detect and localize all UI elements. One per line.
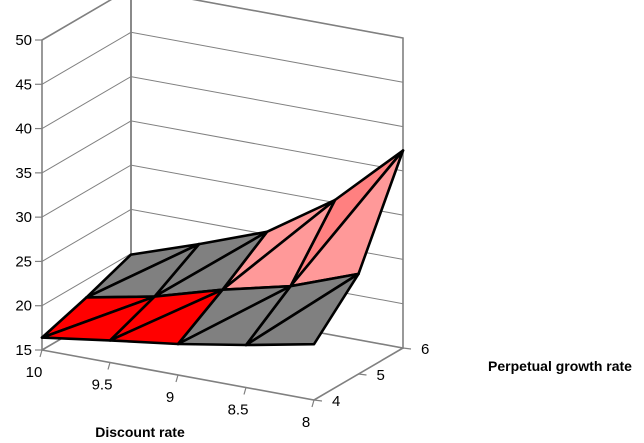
z-tick-label: 15 xyxy=(15,342,32,359)
surface-facet xyxy=(40,295,156,342)
gridline xyxy=(41,31,404,85)
x-tick-mark xyxy=(243,387,247,395)
y-axis-title: Perpetual growth rate xyxy=(488,358,632,374)
x-tick-label: 8 xyxy=(302,414,310,431)
y-tick-label: 4 xyxy=(332,393,340,410)
x-tick-label: 9.5 xyxy=(92,377,113,394)
y-tick-mark xyxy=(358,373,367,376)
y-tick-label: 6 xyxy=(421,341,429,358)
gridline xyxy=(41,120,404,174)
x-tick-mark xyxy=(39,349,43,358)
y-tick-mark xyxy=(402,347,412,350)
surface-facet xyxy=(108,288,224,346)
z-tick-label: 35 xyxy=(15,165,32,182)
x-tick-mark xyxy=(107,362,111,370)
z-tick-label: 45 xyxy=(15,76,32,93)
z-tick-label: 50 xyxy=(15,32,32,49)
gridline xyxy=(41,76,404,130)
surface-facet xyxy=(244,272,360,347)
y-tick-label: 5 xyxy=(377,367,385,384)
gridline xyxy=(41,0,404,41)
x-tick-mark xyxy=(175,374,179,383)
axis-ticks xyxy=(35,39,412,408)
x-tick-mark xyxy=(311,399,315,408)
x-tick-label: 9 xyxy=(166,389,174,406)
surface-plot xyxy=(40,149,405,347)
y-tick-mark xyxy=(313,399,323,402)
surface-facet xyxy=(176,284,292,347)
x-tick-label: 8.5 xyxy=(228,402,249,419)
gridline xyxy=(41,164,404,218)
z-tick-label: 20 xyxy=(15,298,32,315)
z-tick-label: 40 xyxy=(15,121,32,138)
x-tick-label: 10 xyxy=(26,364,43,381)
x-axis-title: Discount rate xyxy=(95,424,185,440)
z-tick-label: 30 xyxy=(15,209,32,226)
z-tick-label: 25 xyxy=(15,253,32,270)
